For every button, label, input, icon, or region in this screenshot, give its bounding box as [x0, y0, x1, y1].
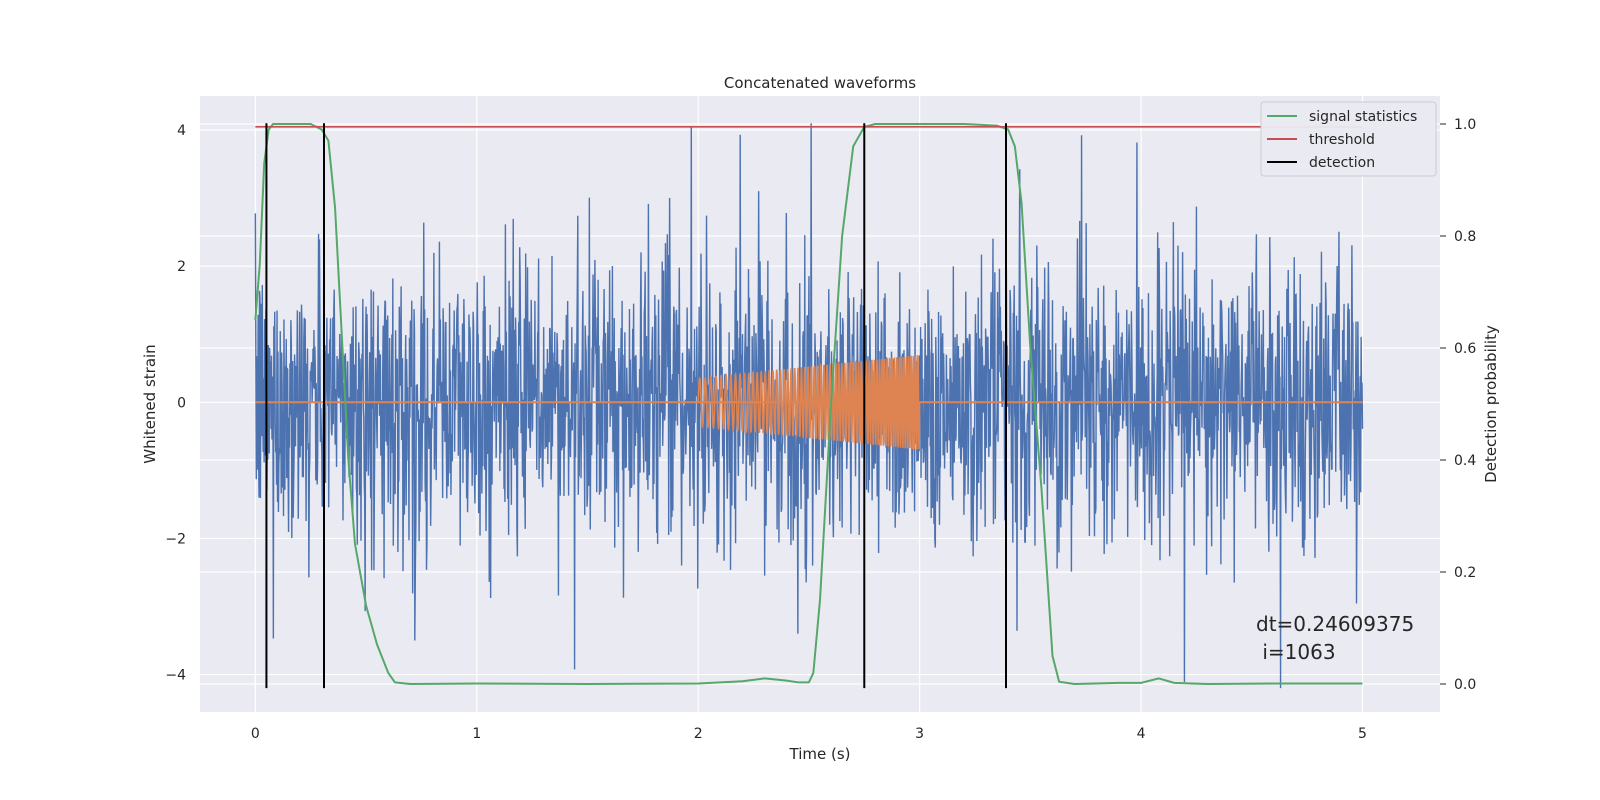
y-tick-label-left: 4 — [177, 123, 186, 139]
y-tick-label-right: 0.0 — [1454, 677, 1476, 693]
y-tick-label-right: 0.6 — [1454, 341, 1476, 357]
tick-labels: 0 1 2 3 4 5 −4 −2 0 2 4 0.0 0.2 0.4 0.6 0.8 1.0 — [165, 117, 1476, 742]
detection-series — [265, 123, 1007, 689]
legend: signal statistics threshold detection — [1260, 101, 1437, 177]
legend-label-detection: detection — [1309, 155, 1375, 171]
noise-line — [254, 123, 1364, 689]
x-axis-label: Time (s) — [789, 745, 851, 763]
annotation-index: i=1063 — [1256, 640, 1336, 664]
y-tick-label-left: 2 — [177, 259, 186, 275]
chart-title: Concatenated waveforms — [724, 74, 916, 92]
y-tick-label-right: 0.2 — [1454, 565, 1476, 581]
x-tick-label: 0 — [251, 726, 260, 742]
legend-label-threshold: threshold — [1309, 132, 1375, 148]
y-axis-label-left: Whitened strain — [141, 344, 159, 463]
y-tick-label-left: −4 — [165, 668, 186, 684]
noise-series — [254, 123, 1364, 689]
injection-series — [255, 354, 1363, 450]
x-tick-label: 5 — [1358, 726, 1367, 742]
y-tick-label-right: 1.0 — [1454, 117, 1476, 133]
y-tick-label-right: 0.8 — [1454, 229, 1476, 245]
x-tick-label: 3 — [915, 726, 924, 742]
legend-label-signal-statistics: signal statistics — [1309, 109, 1417, 125]
y-axis-label-right: Detection probability — [1482, 325, 1500, 483]
legend-box — [1260, 101, 1437, 177]
y-tick-label-left: 0 — [177, 395, 186, 411]
signal-statistics-series — [254, 123, 1363, 685]
x-tick-label: 1 — [472, 726, 481, 742]
injection-chirp — [697, 354, 921, 450]
annotation-dt: dt=0.24609375 — [1256, 612, 1414, 636]
x-tick-label: 2 — [694, 726, 703, 742]
annotation: dt=0.24609375 i=1063 — [1256, 612, 1414, 664]
y-tick-label-left: −2 — [165, 531, 186, 547]
signal-statistics-line — [254, 123, 1363, 685]
y-tick-label-right: 0.4 — [1454, 453, 1476, 469]
x-tick-label: 4 — [1137, 726, 1146, 742]
